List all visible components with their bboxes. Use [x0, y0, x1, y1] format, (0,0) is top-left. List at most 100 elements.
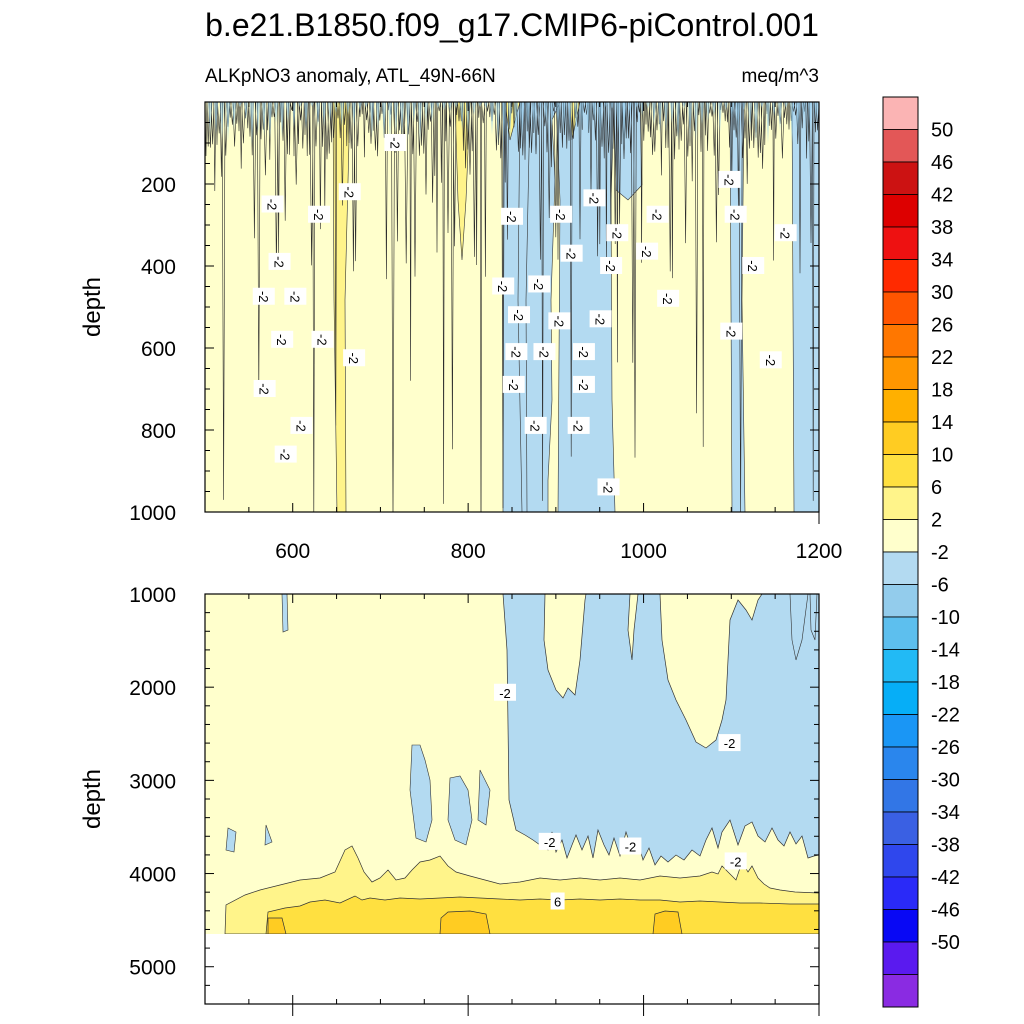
colorbar-swatch: [882, 584, 919, 618]
x-tick-label: 1200: [796, 540, 843, 563]
colorbar-frame: [882, 96, 919, 1008]
lower-axis-ticks: 1000 2000 3000 4000 5000: [129, 584, 820, 1016]
colorbar-label: -6: [931, 575, 949, 597]
contour-label-box: [597, 478, 620, 496]
surface-blue-streaks: [208, 102, 818, 147]
colorbar-swatch: [882, 389, 919, 423]
contour-label: -2: [531, 279, 546, 291]
lower-gold-band: [265, 895, 819, 935]
contour-label: -2: [564, 248, 579, 260]
contour-label: -2: [272, 256, 287, 268]
colorbar-swatch: [882, 356, 919, 390]
contour-label: -2: [600, 482, 615, 494]
colorbar-label: -2: [931, 542, 949, 564]
colorbar-swatch: [882, 941, 919, 975]
contour-label: -2: [293, 420, 308, 432]
x-tick-label: 600: [275, 540, 310, 563]
contour-label: -2: [650, 209, 665, 221]
contour-label: -2: [311, 209, 326, 221]
contour-label: -2: [728, 209, 743, 221]
contour-label-box: [572, 375, 595, 393]
contour-label-box: [533, 343, 556, 361]
contour-label: -2: [625, 840, 637, 855]
contour-label-box: [550, 892, 565, 910]
colorbar-label: 22: [931, 347, 953, 369]
upper-panel: -2 -2 -2 -2 -2 -2 -2 -2 -2 -2 -2 -2 -2 -2 -2 -2 -2 -2 -2 -2…: [79, 101, 842, 563]
contour-label-box: [284, 287, 307, 305]
contour-label-box: [742, 257, 765, 274]
contour-label: -2: [387, 137, 402, 149]
colorbar-swatch: [882, 226, 919, 260]
y-tick-label: 600: [141, 338, 176, 361]
chart-subtitle-units: meq/m^3: [741, 66, 819, 87]
contour-label: -2: [511, 309, 526, 321]
y-tick-label: 3000: [129, 770, 176, 793]
colorbar-label: 18: [931, 380, 953, 402]
contour-label-box: [572, 343, 595, 361]
upper-surface-noise: [205, 102, 819, 512]
contour-label-box: [606, 224, 629, 242]
contour-label: -2: [499, 686, 511, 701]
colorbar-swatch: [882, 551, 919, 585]
contour-label: -2: [586, 193, 601, 205]
colorbar-swatch: [882, 649, 919, 683]
contour-label-box: [308, 205, 331, 223]
contour-label-box: [724, 852, 747, 870]
colorbar-label: -14: [931, 640, 960, 662]
colorbar-label: 38: [931, 217, 953, 239]
contour-label-box: [718, 734, 741, 752]
contour-label-box: [261, 195, 284, 213]
contour-label: -2: [660, 293, 675, 305]
x-tick-label: 1000: [620, 540, 667, 563]
colorbar-label: -46: [931, 900, 960, 922]
colorbar-label: -38: [931, 835, 960, 857]
lower-blue-patches: [225, 594, 818, 853]
colorbar-label: -26: [931, 737, 960, 759]
y-tick-label: 1000: [129, 584, 176, 607]
colorbar-swatch: [882, 681, 919, 715]
contour-label: -2: [257, 383, 272, 395]
contour-label: -2: [256, 291, 271, 303]
lower-blue-region: [502, 594, 819, 866]
contour-label: -2: [571, 420, 586, 432]
colorbar-label: 50: [931, 120, 953, 142]
colorbar-swatch: [882, 974, 919, 1008]
colorbar-label: -50: [931, 932, 960, 954]
colorbar-label: 6: [931, 477, 942, 499]
contour-label-box: [492, 277, 515, 295]
contour-label: -2: [506, 379, 521, 391]
surface-contour-lines: [205, 102, 819, 512]
contour-label: -2: [593, 314, 608, 326]
contour-label: -2: [724, 736, 736, 751]
contour-label: -2: [342, 186, 357, 198]
contour-label: -2: [346, 352, 361, 364]
y-tick-label: 400: [141, 256, 176, 279]
y-tick-label: 1000: [129, 502, 176, 525]
chart-title: b.e21.B1850.f09_g17.CMIP6-piControl.001: [205, 7, 819, 43]
contour-label-box: [528, 275, 551, 293]
contour-label: -2: [544, 835, 556, 850]
contour-label-box: [271, 330, 294, 348]
chart-subtitle-left: ALKpNO3 anomaly, ATL_49N-66N: [205, 66, 496, 87]
contour-label: 6: [554, 895, 561, 910]
contour-label: -2: [603, 260, 618, 272]
contour-label: -2: [778, 227, 793, 239]
contour-label-box: [619, 837, 642, 855]
contour-label-box: [252, 287, 275, 305]
contour-label-box: [538, 832, 561, 850]
colorbar-swatch: [882, 616, 919, 650]
colorbar-label: -18: [931, 672, 960, 694]
contour-label-box: [646, 205, 669, 223]
upper-axis-ticks: 600 800 1000 1200 200 400 600 800 1000: [129, 102, 842, 563]
colorbar-swatch: [882, 324, 919, 358]
contour-label: -2: [553, 209, 568, 221]
contour-label: -2: [722, 174, 737, 186]
contour-label-box: [384, 134, 407, 151]
contour-label-box: [548, 312, 571, 330]
colorbar-swatch: [882, 519, 919, 553]
contour-label-box: [493, 683, 516, 701]
colorbar-label: -10: [931, 607, 960, 629]
colorbar-swatch: [882, 811, 919, 845]
colorbar-swatch: [882, 421, 919, 455]
